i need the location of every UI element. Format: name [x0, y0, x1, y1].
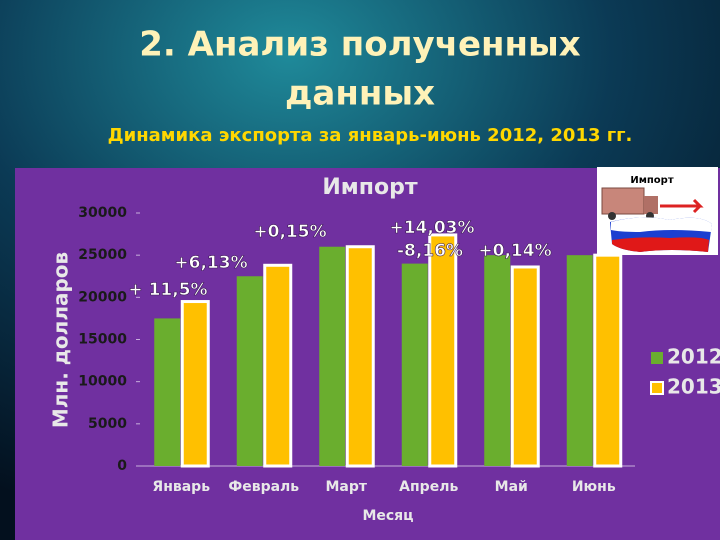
legend-label: 2012 [667, 345, 720, 369]
wheel [608, 212, 616, 220]
slide-title: данных [285, 74, 435, 114]
x-tick-label: Июнь [572, 479, 616, 495]
annotation: +0,14% [478, 241, 551, 261]
slide-subtitle: Динамика экспорта за январь-июнь 2012, 2… [108, 125, 633, 146]
y-tick-label: 5000 [88, 416, 127, 432]
bar [428, 233, 458, 468]
truck-image: Импорт [597, 167, 718, 255]
annotation: -8,16% [397, 241, 463, 261]
legend-swatch [650, 381, 664, 395]
slide-title: 2. Анализ полученных [139, 25, 581, 65]
truck-cab [644, 196, 658, 214]
bar [180, 300, 210, 468]
legend-label: 2013 [667, 375, 720, 399]
map-stripe [612, 237, 709, 252]
y-tick-label: 20000 [78, 289, 127, 305]
bar [401, 263, 428, 466]
y-tick-label: 25000 [78, 247, 127, 263]
bar [593, 253, 623, 468]
bar [566, 255, 593, 466]
legend-swatch [651, 352, 663, 364]
y-axis-label: Млн. долларов [49, 252, 73, 428]
bar [345, 245, 375, 468]
y-tick-label: 10000 [78, 374, 127, 390]
x-tick-label: Май [495, 479, 528, 495]
bar [263, 263, 293, 468]
x-tick-label: Февраль [228, 479, 299, 495]
truck-body [601, 187, 645, 215]
x-tick-label: Март [325, 479, 367, 495]
annotation: +0,15% [253, 222, 326, 242]
image-label: Импорт [630, 175, 673, 186]
annotation: +6,13% [174, 253, 247, 273]
y-tick-label: 0 [117, 458, 127, 474]
map-stripe [611, 217, 712, 232]
annotation: +14,03% [389, 218, 474, 238]
bar [154, 318, 181, 466]
chart-title: Импорт [322, 175, 417, 200]
annotation: + 11,5% [128, 280, 207, 300]
bar [236, 276, 263, 466]
x-tick-label: Январь [152, 479, 210, 495]
x-tick-label: Апрель [399, 479, 458, 495]
bar [484, 255, 511, 466]
bar [510, 265, 540, 468]
x-axis-label: Месяц [362, 508, 413, 524]
arrow [660, 198, 704, 214]
bar [319, 246, 346, 466]
y-tick-label: 15000 [78, 332, 127, 348]
y-tick-label: 30000 [78, 205, 127, 221]
